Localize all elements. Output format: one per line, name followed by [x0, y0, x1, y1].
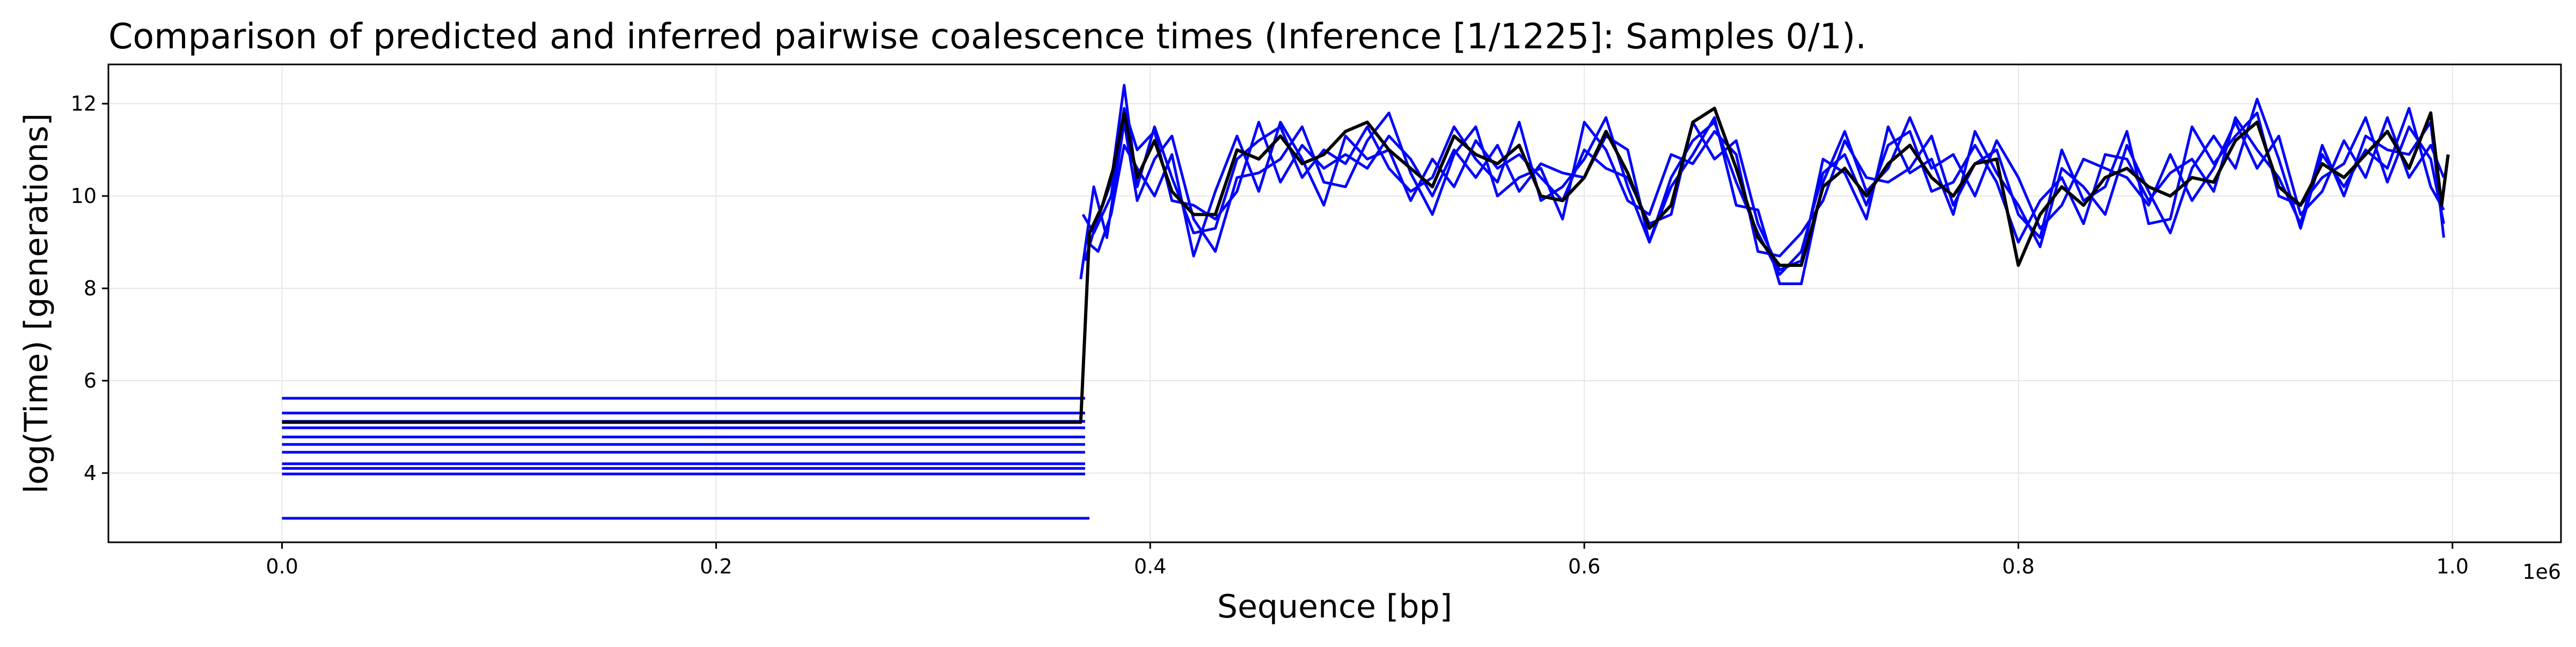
- x-tick-label: 0.6: [1568, 555, 1600, 578]
- x-tick-label: 0.0: [266, 555, 298, 578]
- inferred-coalescence-line: [1086, 98, 2445, 272]
- y-tick-label: 10: [71, 184, 97, 208]
- x-tick-label: 1.0: [2436, 555, 2469, 578]
- plot-area-frame: [107, 63, 2562, 543]
- x-axis-label: Sequence [bp]: [1217, 588, 1452, 626]
- x-tick-label: 0.2: [700, 555, 732, 578]
- y-tick-label: 8: [84, 277, 97, 300]
- x-axis-offset-label: 1e6: [2522, 560, 2561, 584]
- y-axis-label: log(Time) [generations]: [18, 113, 55, 494]
- series-layer: [282, 84, 2450, 520]
- true-coalescence-line: [282, 106, 2450, 424]
- y-tick-label: 4: [84, 461, 97, 485]
- tick-layer: 0.0 0.2 0.4 0.6 0.8 1.0 4 6 8 10 12: [71, 92, 2469, 578]
- x-tick-label: 0.4: [1134, 555, 1166, 578]
- x-tick-label: 0.8: [2002, 555, 2035, 578]
- y-tick-label: 6: [84, 369, 97, 392]
- chart-title: Comparison of predicted and inferred pai…: [108, 17, 1867, 57]
- y-tick-label: 12: [71, 92, 97, 115]
